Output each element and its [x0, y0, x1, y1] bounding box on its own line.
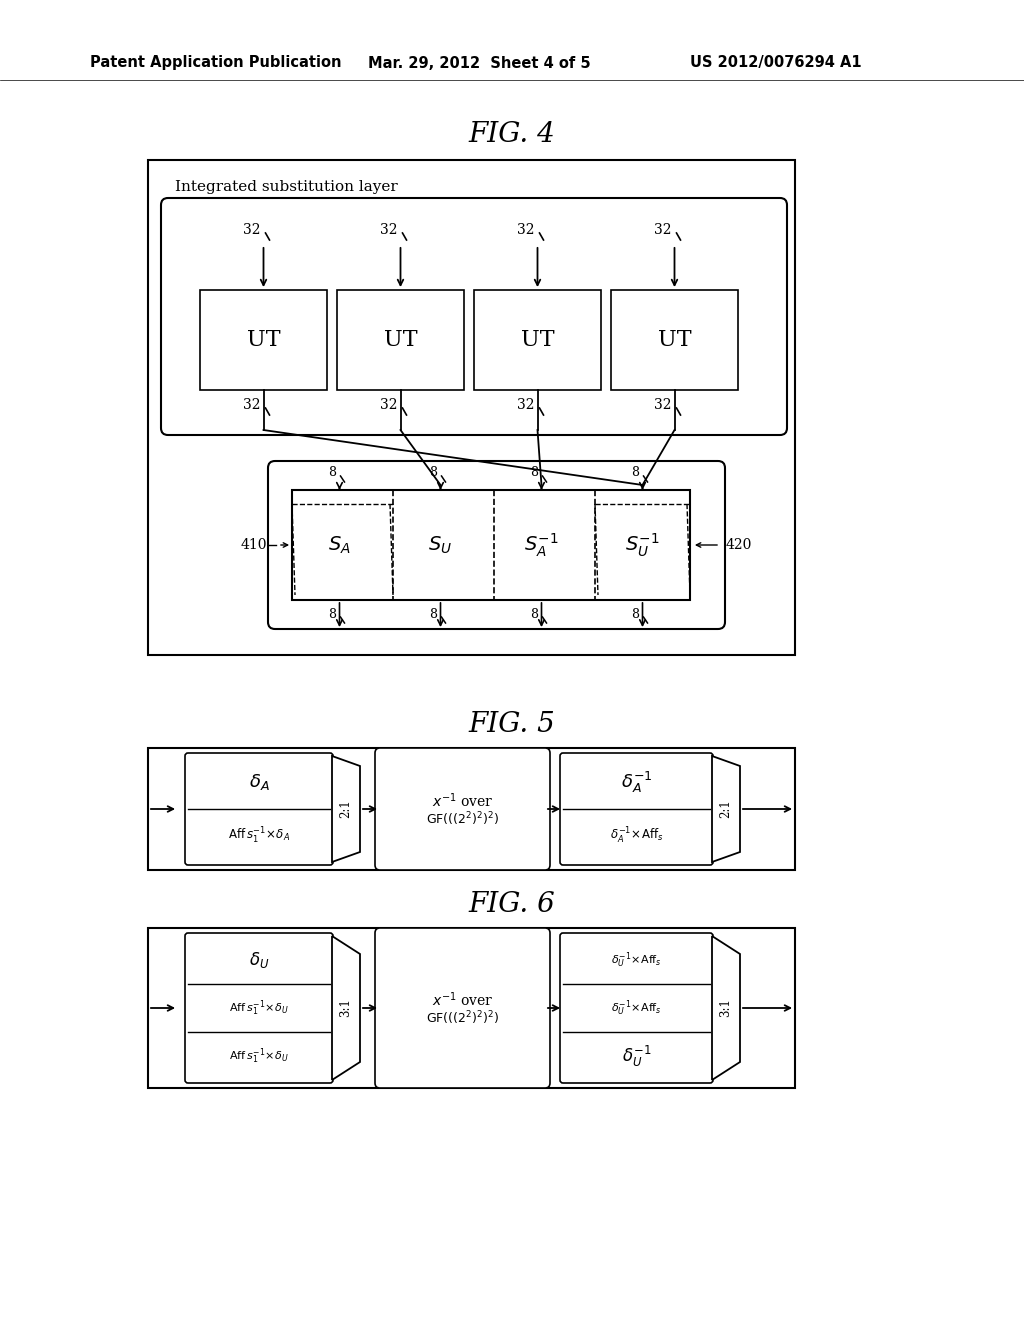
Bar — [292, 490, 690, 601]
Text: 32: 32 — [380, 399, 397, 412]
FancyBboxPatch shape — [185, 933, 333, 1082]
Text: 410: 410 — [241, 539, 267, 552]
Bar — [148, 160, 795, 655]
Text: $\mathrm{GF}(((2^2)^2)^2)$: $\mathrm{GF}(((2^2)^2)^2)$ — [426, 810, 499, 828]
Text: 2:1: 2:1 — [340, 800, 352, 818]
Text: FIG. 4: FIG. 4 — [469, 121, 555, 149]
Text: 8: 8 — [530, 607, 539, 620]
Bar — [148, 748, 795, 870]
Text: $\delta_A^{-1}$: $\delta_A^{-1}$ — [621, 770, 652, 795]
Text: $\delta_U^{-1}\!\times\!\mathrm{Aff}_s$: $\delta_U^{-1}\!\times\!\mathrm{Aff}_s$ — [611, 950, 662, 970]
Text: 8: 8 — [632, 607, 640, 620]
Text: $x^{-1}$ over: $x^{-1}$ over — [432, 792, 494, 810]
Text: 32: 32 — [380, 223, 397, 238]
Text: Patent Application Publication: Patent Application Publication — [90, 55, 341, 70]
Text: 32: 32 — [517, 223, 535, 238]
Text: 8: 8 — [329, 607, 337, 620]
Polygon shape — [712, 756, 740, 862]
Text: 32: 32 — [654, 223, 672, 238]
Text: 32: 32 — [517, 399, 535, 412]
Polygon shape — [712, 936, 740, 1080]
Text: 3:1: 3:1 — [720, 998, 732, 1018]
FancyBboxPatch shape — [375, 928, 550, 1088]
Text: 8: 8 — [429, 466, 437, 479]
FancyBboxPatch shape — [268, 461, 725, 630]
Text: 8: 8 — [329, 466, 337, 479]
Bar — [200, 290, 327, 389]
Bar — [611, 290, 738, 389]
Text: $\mathrm{Aff}\,s_1^{-1}\!\times\!\delta_A$: $\mathrm{Aff}\,s_1^{-1}\!\times\!\delta_… — [228, 825, 290, 846]
Bar — [337, 290, 464, 389]
FancyBboxPatch shape — [161, 198, 787, 436]
Text: $\mathrm{Aff}\,s_1^{-1}\!\times\!\delta_U$: $\mathrm{Aff}\,s_1^{-1}\!\times\!\delta_… — [229, 998, 289, 1018]
Text: $S_U^{-1}$: $S_U^{-1}$ — [626, 531, 659, 558]
Text: $x^{-1}$ over: $x^{-1}$ over — [432, 991, 494, 1010]
Polygon shape — [332, 756, 360, 862]
Text: UT: UT — [657, 329, 691, 351]
Text: $\mathrm{Aff}\,s_1^{-1}\!\times\!\delta_U$: $\mathrm{Aff}\,s_1^{-1}\!\times\!\delta_… — [229, 1047, 289, 1065]
Bar — [474, 290, 601, 389]
Text: Integrated substitution layer: Integrated substitution layer — [175, 180, 397, 194]
Text: 8: 8 — [530, 466, 539, 479]
Text: 2:1: 2:1 — [720, 800, 732, 818]
Text: 32: 32 — [243, 399, 260, 412]
Text: $\delta_U^{-1}\!\times\!\mathrm{Aff}_s$: $\delta_U^{-1}\!\times\!\mathrm{Aff}_s$ — [611, 998, 662, 1018]
Text: $\mathrm{GF}(((2^2)^2)^2)$: $\mathrm{GF}(((2^2)^2)^2)$ — [426, 1010, 499, 1027]
Text: UT: UT — [247, 329, 281, 351]
Text: FIG. 6: FIG. 6 — [469, 891, 555, 919]
Text: $S_A^{-1}$: $S_A^{-1}$ — [524, 531, 559, 558]
Text: $\delta_U^{-1}$: $\delta_U^{-1}$ — [622, 1043, 651, 1069]
Text: $S_A$: $S_A$ — [328, 535, 351, 556]
Text: FIG. 5: FIG. 5 — [469, 711, 555, 738]
Text: 8: 8 — [429, 607, 437, 620]
Text: 420: 420 — [726, 539, 753, 552]
Text: Mar. 29, 2012  Sheet 4 of 5: Mar. 29, 2012 Sheet 4 of 5 — [368, 55, 591, 70]
FancyBboxPatch shape — [560, 933, 713, 1082]
FancyBboxPatch shape — [375, 748, 550, 870]
Text: 32: 32 — [654, 399, 672, 412]
Text: 3:1: 3:1 — [340, 998, 352, 1018]
Text: $\delta_A^{-1}\!\times\!\mathrm{Aff}_s$: $\delta_A^{-1}\!\times\!\mathrm{Aff}_s$ — [609, 825, 664, 846]
Polygon shape — [332, 936, 360, 1080]
Text: $S_U$: $S_U$ — [428, 535, 453, 556]
Text: $\delta_U$: $\delta_U$ — [249, 950, 269, 970]
Text: 8: 8 — [632, 466, 640, 479]
FancyBboxPatch shape — [185, 752, 333, 865]
Text: UT: UT — [384, 329, 418, 351]
FancyBboxPatch shape — [560, 752, 713, 865]
Bar — [148, 928, 795, 1088]
Text: $\delta_A$: $\delta_A$ — [249, 772, 269, 792]
Text: UT: UT — [520, 329, 554, 351]
Text: US 2012/0076294 A1: US 2012/0076294 A1 — [690, 55, 861, 70]
Text: 32: 32 — [243, 223, 260, 238]
